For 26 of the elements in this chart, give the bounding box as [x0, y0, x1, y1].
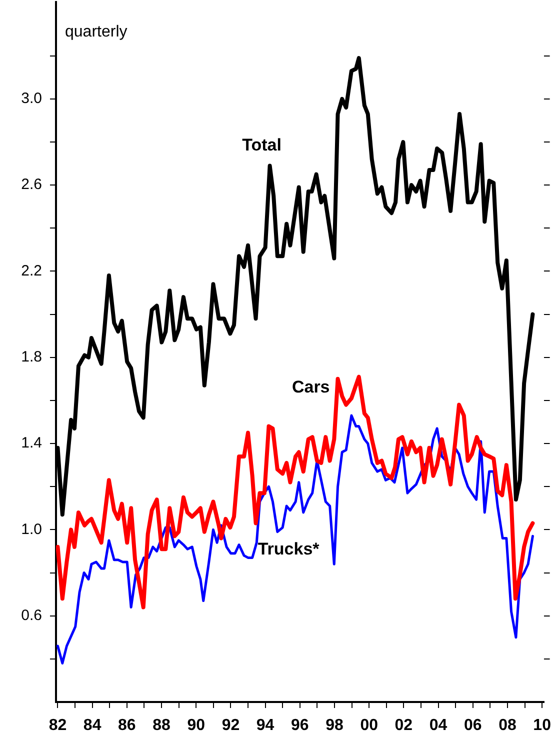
x-tick-label: 90 — [187, 717, 206, 734]
x-tick-label: 92 — [222, 717, 240, 734]
x-tick-label: 04 — [429, 717, 448, 734]
x-tick-label: 86 — [118, 717, 136, 734]
x-tick-label: 02 — [394, 717, 413, 734]
y-tick-label: 1.0 — [21, 520, 42, 538]
x-tick-label: 84 — [83, 717, 102, 734]
x-tick-label: 00 — [360, 717, 378, 734]
x-tick-label: 10 — [533, 717, 552, 734]
series-label: Trucks* — [258, 540, 320, 559]
series-label: Total — [242, 135, 282, 154]
y-tick-label: 1.8 — [21, 348, 42, 366]
x-tick-label: 08 — [498, 717, 516, 734]
x-tick-label: 96 — [290, 717, 309, 734]
y-tick-label: 1.4 — [21, 434, 42, 452]
y-tick-label: 2.2 — [21, 262, 42, 280]
y-tick-label: 0.6 — [21, 606, 42, 624]
y-tick-label: 2.6 — [21, 176, 42, 194]
annotation: quarterly — [65, 23, 128, 40]
y-tick-label: 3.0 — [21, 90, 42, 108]
x-tick-label: 06 — [464, 717, 482, 734]
x-tick-label: 98 — [326, 717, 344, 734]
series-label: Cars — [292, 378, 330, 397]
x-tick-label: 88 — [152, 717, 171, 734]
x-tick-label: 82 — [48, 717, 67, 734]
x-tick-label: 94 — [256, 717, 274, 734]
